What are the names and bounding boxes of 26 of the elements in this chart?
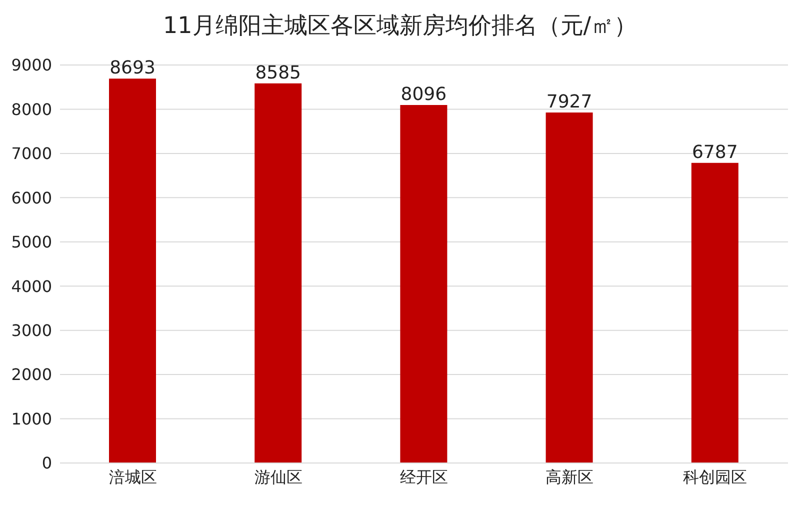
y-tick-label: 7000 — [11, 144, 52, 164]
data-label: 8096 — [400, 84, 447, 105]
bar — [109, 78, 156, 463]
y-tick-label: 9000 — [11, 56, 52, 75]
data-label: 6787 — [692, 142, 738, 163]
y-tick-label: 6000 — [11, 188, 52, 208]
x-tick-label: 科创园区 — [683, 467, 748, 486]
data-label: 8693 — [110, 58, 156, 79]
bar — [400, 104, 448, 463]
bar — [254, 83, 302, 463]
y-tick-label: 1000 — [11, 409, 52, 428]
y-tick-label: 4000 — [11, 276, 52, 296]
x-tick-label: 游仙区 — [254, 467, 302, 486]
data-label: 7927 — [546, 91, 592, 112]
y-tick-label: 3000 — [11, 321, 52, 340]
chart-title: 11月绵阳主城区各区域新房均价排名（元/㎡） — [162, 12, 638, 41]
y-tick-label: 0 — [42, 454, 52, 473]
y-tick-label: 8000 — [11, 100, 52, 119]
x-tick-label: 高新区 — [546, 467, 594, 486]
bar — [546, 112, 593, 463]
y-tick-label: 2000 — [11, 365, 52, 384]
x-tick-label: 涪城区 — [108, 467, 157, 486]
data-label: 8585 — [255, 62, 302, 84]
x-tick-label: 经开区 — [400, 467, 448, 486]
bar — [691, 162, 738, 463]
y-tick-label: 5000 — [11, 232, 52, 252]
